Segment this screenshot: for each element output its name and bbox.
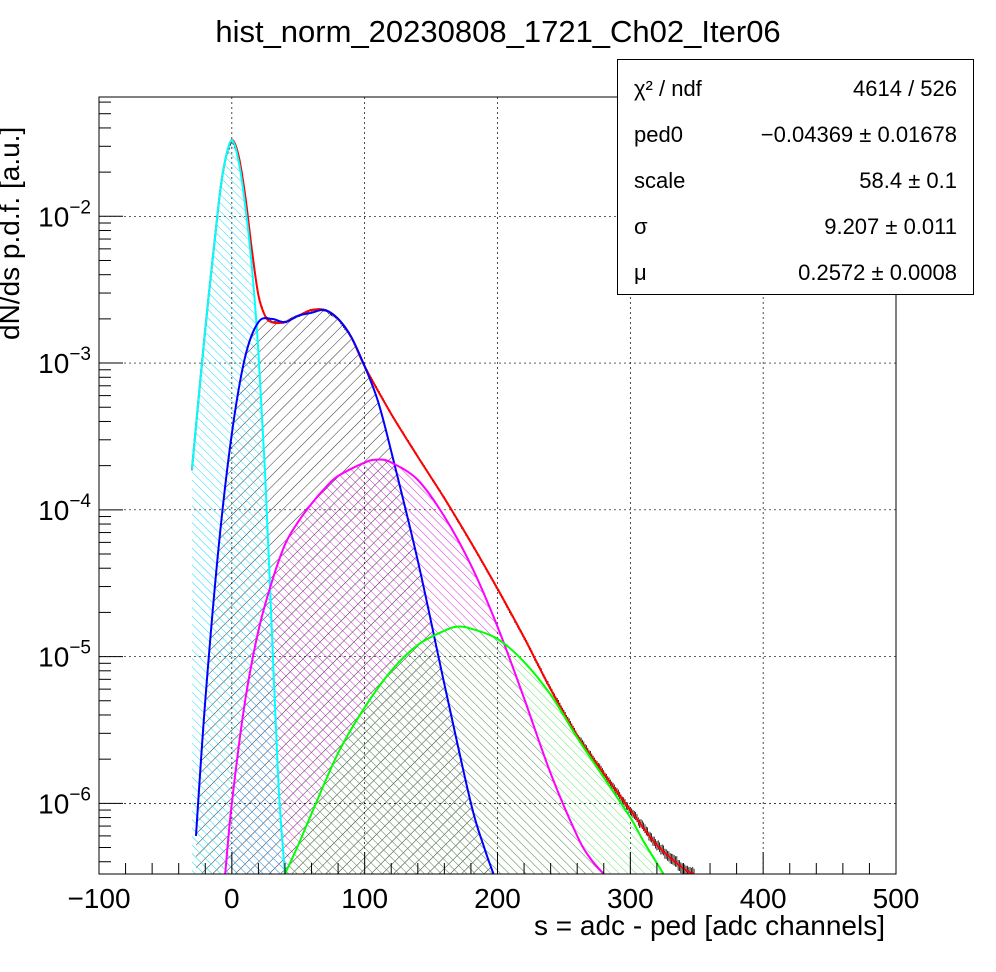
component-fills — [191, 140, 664, 874]
stat-row-ped0: ped0 −0.04369 ± 0.01678 — [618, 106, 973, 152]
stat-label: μ — [634, 260, 647, 285]
stat-value: 4614 / 526 — [853, 76, 957, 101]
stat-label: scale — [634, 168, 686, 193]
stat-label: ped0 — [634, 122, 683, 147]
fit-curves — [190, 139, 695, 874]
x-tick-label: 300 — [607, 883, 654, 914]
x-tick-label: 100 — [341, 883, 388, 914]
stat-row-chi2: χ² / ndf 4614 / 526 — [618, 60, 973, 106]
stat-label: χ² / ndf — [634, 76, 702, 101]
y-axis-label: dN/ds p.d.f. [a.u.] — [0, 126, 25, 340]
x-tick-label: 0 — [224, 883, 240, 914]
y-tick-label: 10−4 — [38, 491, 91, 526]
curve-3pe — [284, 625, 665, 874]
stat-row-sigma: σ 9.207 ± 0.011 — [618, 198, 973, 244]
chart-title: hist_norm_20230808_1721_Ch02_Iter06 — [215, 14, 781, 49]
y-tick-label: 10−5 — [38, 638, 91, 673]
stat-value: 58.4 ± 0.1 — [859, 168, 957, 193]
x-axis-label: s = adc - ped [adc channels] — [534, 910, 885, 941]
y-tick-label: 10−6 — [38, 784, 91, 819]
stat-row-scale: scale 58.4 ± 0.1 — [618, 152, 973, 198]
y-tick-label: 10−3 — [38, 344, 91, 379]
stat-value: 0.2572 ± 0.0008 — [798, 260, 957, 285]
x-tick-label: 500 — [873, 883, 920, 914]
curve-2pe — [224, 458, 605, 874]
fill-pedestal — [191, 140, 285, 874]
stat-value: 9.207 ± 0.011 — [824, 214, 957, 239]
fill-3pe — [284, 626, 664, 874]
fit-statistics-box: χ² / ndf 4614 / 526 ped0 −0.04369 ± 0.01… — [617, 59, 974, 295]
y-tick-label: 10−2 — [38, 197, 91, 232]
x-tick-label: 400 — [740, 883, 787, 914]
axis-ticks: −100 0 100 200 300 400 500 10−6 10−5 10−4 10−3 10−2 — [38, 101, 920, 914]
stat-row-mu: μ 0.2572 ± 0.0008 — [618, 244, 973, 290]
curve-pedestal — [190, 139, 286, 874]
stat-label: σ — [634, 214, 648, 239]
x-tick-label: −100 — [67, 883, 130, 914]
stat-value: −0.04369 ± 0.01678 — [760, 122, 957, 147]
curve-1pe — [194, 308, 495, 874]
x-tick-label: 200 — [474, 883, 521, 914]
